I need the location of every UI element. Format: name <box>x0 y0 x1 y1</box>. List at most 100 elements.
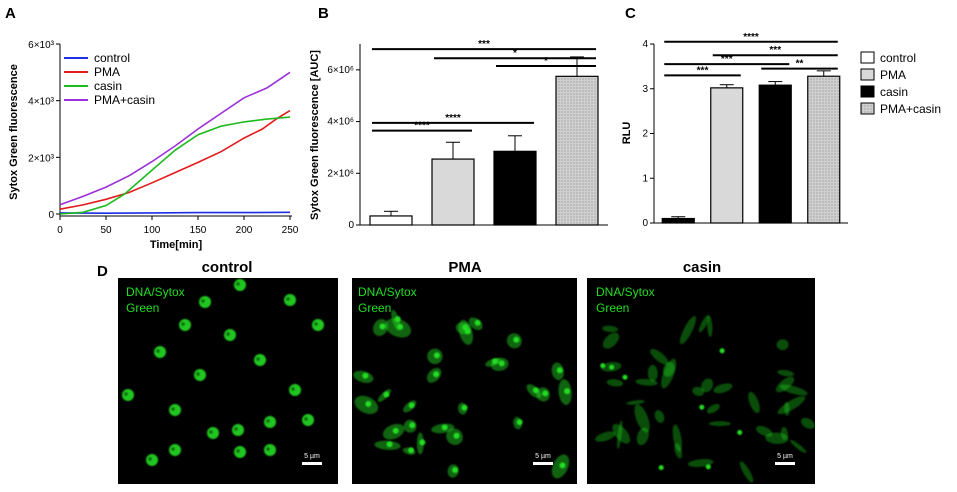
diffuse-net <box>701 378 714 393</box>
significance-label: * <box>513 48 517 59</box>
micrograph-label-casin-line1: DNA/Sytox <box>596 285 655 299</box>
bright-nucleus <box>452 467 459 473</box>
panel-a-x-tick-label: 50 <box>100 225 112 236</box>
nucleus-detail <box>156 349 160 353</box>
scale-bar-casin <box>775 462 795 465</box>
diffuse-net <box>706 403 720 414</box>
nucleus <box>224 329 236 341</box>
bar-casin <box>758 84 792 224</box>
diffuse-net <box>602 325 618 333</box>
significance-label: **** <box>445 113 461 124</box>
bright-nucleus <box>532 387 539 394</box>
diffuse-net <box>790 439 807 453</box>
panel-a-x-tick-label: 100 <box>144 225 161 236</box>
bar-pma <box>710 87 744 224</box>
diffuse-net <box>602 332 620 349</box>
nucleus-detail <box>314 322 318 326</box>
panel-a-x-tick-label: 200 <box>236 225 253 236</box>
micrograph-title-casin: casin <box>683 259 721 276</box>
bar-pma <box>431 158 475 226</box>
series-line-control <box>59 211 291 215</box>
bright-nucleus <box>492 358 498 365</box>
nucleus-detail <box>124 392 128 396</box>
bright-nucleus <box>453 432 460 439</box>
panel-a-x-tick-label: 150 <box>190 225 207 236</box>
diffuse-net <box>595 431 616 442</box>
diffuse-net <box>674 443 683 459</box>
bright-nucleus <box>542 390 549 397</box>
bright-nucleus <box>386 441 393 448</box>
panel-a-y-tick-label: 4×10³ <box>28 97 55 108</box>
micrograph-label-control-line2: Green <box>126 301 159 315</box>
nucleus <box>179 319 191 331</box>
nucleus-detail <box>236 449 240 453</box>
nucleus-detail <box>266 419 270 423</box>
panel-b-y-tick-label: 0 <box>348 220 354 231</box>
diffuse-net <box>692 386 705 397</box>
diffuse-net <box>661 358 677 389</box>
panel-d-micrographs: control PMA casin DNA/Sytox Green DNA/Sy… <box>118 259 815 484</box>
scale-bar-pma <box>533 462 553 465</box>
panel-a-y-tick-label: 0 <box>48 210 54 221</box>
legend-swatch-pma <box>860 68 875 81</box>
diffuse-net <box>679 315 697 345</box>
panel-b-y-tick-label: 6×10⁶ <box>327 65 354 76</box>
diffuse-net <box>776 339 789 351</box>
nucleus <box>234 279 246 291</box>
bright-nucleus <box>433 352 440 359</box>
significance-label: **** <box>414 121 430 132</box>
diffuse-net <box>650 348 669 365</box>
diffuse-net <box>739 461 754 483</box>
panel-a-x-tick-label: 0 <box>57 225 63 236</box>
bright-nucleus <box>441 424 448 431</box>
nucleus-detail <box>234 427 238 431</box>
panel-letter-c: C <box>625 5 636 22</box>
bright-nucleus <box>394 316 401 323</box>
scale-label-pma: 5 µm <box>535 453 551 460</box>
nucleus <box>146 454 158 466</box>
diffuse-net <box>698 314 710 333</box>
panel-letter-b: B <box>318 5 329 22</box>
diffuse-net <box>765 432 789 444</box>
scale-bar-control <box>302 462 322 465</box>
bright-nucleus <box>462 324 469 331</box>
bright-nucleus <box>379 323 386 330</box>
series-line-pma-casin <box>59 71 291 206</box>
bright-dot <box>622 374 628 380</box>
panel-a-x-label: Time[min] <box>150 239 203 251</box>
significance-label: *** <box>721 54 733 65</box>
panel-b-y-label: Sytox Green fluorescence [AUC] <box>309 50 321 220</box>
panel-b-y-tick-label: 4×10⁶ <box>327 117 354 128</box>
nucleus-detail <box>171 407 175 411</box>
legend-label: PMA <box>94 65 120 79</box>
panel-c-legend: control PMA casin PMA+casin <box>860 51 941 116</box>
nucleus-detail <box>291 387 295 391</box>
diffuse-net <box>713 383 733 394</box>
bright-dot <box>658 465 664 471</box>
bright-dot <box>600 363 606 369</box>
nucleus-detail <box>209 430 213 434</box>
panel-c-y-label: RLU <box>621 122 633 145</box>
nucleus-detail <box>171 447 175 451</box>
nucleus <box>264 416 276 428</box>
bright-nucleus <box>409 422 416 429</box>
nucleus <box>264 444 276 456</box>
nucleus <box>312 319 324 331</box>
diffuse-net <box>647 364 658 382</box>
micrograph-label-casin-line2: Green <box>596 301 629 315</box>
bright-nucleus <box>408 447 415 454</box>
legend-label: control <box>880 51 916 65</box>
nucleus <box>199 296 211 308</box>
bright-nucleus <box>516 419 523 426</box>
nucleus <box>284 294 296 306</box>
diffuse-net <box>779 384 808 396</box>
diffuse-net <box>756 425 773 437</box>
nucleus <box>302 414 314 426</box>
panel-letter-d: D <box>97 263 108 280</box>
nucleus-detail <box>236 282 240 286</box>
diffuse-net <box>775 376 795 393</box>
legend-label: casin <box>94 79 122 93</box>
